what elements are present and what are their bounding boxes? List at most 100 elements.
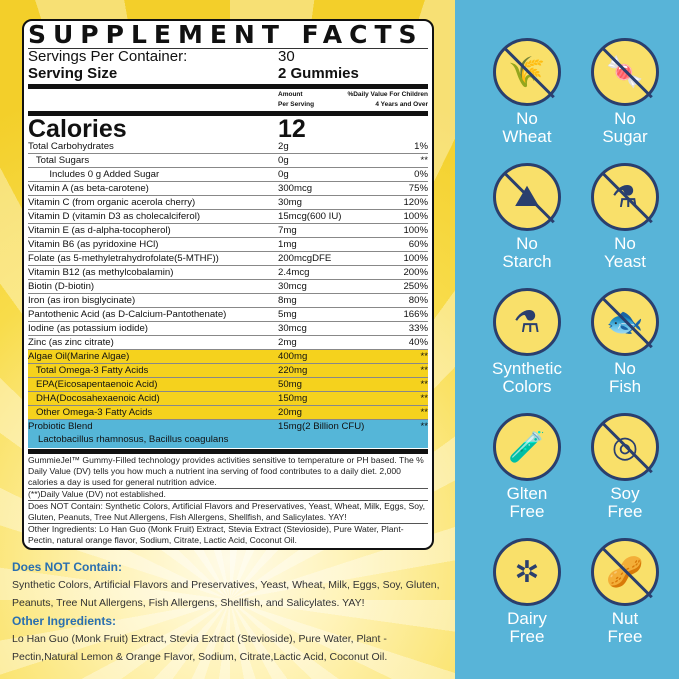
badge-label: No Yeast: [604, 234, 646, 271]
nutrient-row: Vitamin E (as d-alpha-tocopherol) 7mg 100%: [28, 224, 428, 238]
nutrient-dv: 33%: [408, 323, 428, 334]
nutrient-name: Probiotic Blend: [28, 421, 93, 432]
flask-icon: ⚗: [591, 163, 659, 231]
nutrient-dv: 200%: [403, 267, 428, 278]
nutrient-dv: **: [420, 351, 428, 362]
nutrient-row: Iodine (as potassium iodide) 30mcg 33%: [28, 322, 428, 336]
nutrient-name: Folate (as 5-methyletrahydrofolate(5-MTH…: [28, 253, 219, 264]
badge-no-yeast: ⚗ No Yeast: [575, 163, 675, 271]
other-ingredients-text: Lo Han Guo (Monk Fruit) Extract, Stevia …: [12, 633, 388, 663]
supplement-facts-label: SUPPLEMENT FACTS Servings Per Container:…: [22, 19, 434, 550]
nutrient-row: Vitamin B6 (as pyridoxine HCl) 1mg 60%: [28, 238, 428, 252]
badge-label: No Starch: [502, 234, 552, 271]
dv-header: %Daily Value For Children: [347, 91, 428, 98]
molecule-icon: ✲: [493, 538, 561, 606]
nutrient-dv: **: [420, 365, 428, 376]
note-other-ingredients: Other Ingredients: Lo Han Guo (Monk Frui…: [28, 524, 404, 545]
badge-label: Glten Free: [506, 484, 548, 521]
nutrient-amount: 15mcg(600 IU): [278, 211, 342, 222]
calories-value: 12: [278, 115, 306, 143]
nutrient-row: Probiotic Blend 15mg(2 Billion CFU) **: [28, 420, 428, 434]
nutrient-name: EPA(Eicosapentaenoic Acid): [28, 379, 158, 390]
nutrient-row: Vitamin C (from organic acerola cherry) 3…: [28, 196, 428, 210]
nutrient-row: Total Carbohydrates 2g 1%: [28, 140, 428, 154]
nutrient-dv: 40%: [408, 337, 428, 348]
not-contain-heading: Does NOT Contain:: [12, 560, 122, 574]
nutrient-row: Other Omega-3 Fatty Acids 20mg **: [28, 406, 428, 420]
nutrient-amount: 8mg: [278, 295, 297, 306]
badge-synthetic-colors: ⚗ Synthetic Colors: [477, 288, 577, 396]
nutrient-dv: **: [420, 421, 428, 432]
nutrient-amount: 30mg: [278, 197, 302, 208]
nutrient-row: Iron (as iron bisglycinate) 8mg 80%: [28, 294, 428, 308]
nutrient-amount: 2g: [278, 141, 289, 152]
nutrient-name: Total Carbohydrates: [28, 141, 114, 152]
badge-nut-free: 🥜 Nut Free: [575, 538, 675, 646]
nutrient-name: Vitamin D (vitamin D3 as cholecalciferol…: [28, 211, 201, 222]
nutrient-dv: **: [420, 379, 428, 390]
serving-size-label: Serving Size: [28, 65, 118, 82]
nutrient-dv: 120%: [403, 197, 428, 208]
nutrient-row: Zinc (as zinc citrate) 2mg 40%: [28, 336, 428, 350]
wheat-icon: 🌾: [493, 38, 561, 106]
badge-label: No Wheat: [502, 109, 552, 146]
badge-dairy-free: ✲ Dairy Free: [477, 538, 577, 646]
servings-value: 30: [278, 48, 295, 65]
nutrient-dv: 80%: [408, 295, 428, 306]
nutrient-name: Includes 0 g Added Sugar: [28, 169, 160, 180]
nutrient-name: Vitamin B12 (as methylcobalamin): [28, 267, 174, 278]
note-dv: (**)Daily Value (DV) not established.: [28, 489, 428, 501]
badge-no-sugar: 🍬 No Sugar: [575, 38, 675, 146]
nutrient-amount: 1mg: [278, 239, 297, 250]
badge-soy-free: ◎ Soy Free: [575, 413, 675, 521]
label-title: SUPPLEMENT FACTS: [28, 21, 428, 49]
serving-size-row: Serving Size 2 Gummies: [28, 66, 428, 83]
starch-icon: ⛰: [493, 163, 561, 231]
nutrient-amount: 2.4mcg: [278, 267, 310, 278]
nutrient-amount: 7mg: [278, 225, 297, 236]
left-column: SUPPLEMENT FACTS Servings Per Container:…: [0, 19, 455, 666]
calories-row: Calories 12: [28, 115, 428, 143]
badge-label: No Sugar: [602, 109, 648, 146]
nutrient-row: Vitamin B12 (as methylcobalamin) 2.4mcg 20…: [28, 266, 428, 280]
badge-label: No Fish: [608, 359, 642, 396]
nutrient-amount: 400mg: [278, 351, 308, 362]
candy-icon: 🍬: [591, 38, 659, 106]
nutrient-row: Pantothenic Acid (as D-Calcium-Pantothen…: [28, 308, 428, 322]
nutrient-row: Includes 0 g Added Sugar 0g 0%: [28, 168, 428, 182]
badge-no-fish: 🐟 No Fish: [575, 288, 675, 396]
nutrient-row: EPA(Eicosapentaenoic Acid) 50mg **: [28, 378, 428, 392]
nutrient-amount: 220mg: [278, 365, 308, 376]
nutrient-amount: 50mg: [278, 379, 302, 390]
servings-label: Servings Per Container:: [28, 48, 188, 65]
calories-label: Calories: [28, 115, 127, 143]
amount-header: Amount: [278, 91, 303, 98]
soybean-icon: ◎: [591, 413, 659, 481]
nutrient-amount: 0g: [278, 169, 289, 180]
serving-size-value: 2 Gummies: [278, 65, 359, 82]
nutrient-row: Biotin (D-biotin) 30mcg 250%: [28, 280, 428, 294]
divider: [28, 449, 428, 454]
nutrient-name: Vitamin A (as beta-carotene): [28, 183, 149, 194]
nutrient-name: Pantothenic Acid (as D-Calcium-Pantothen…: [28, 309, 227, 320]
nutrient-amount: 30mcg: [278, 323, 307, 334]
nutrient-row: Algae Oil(Marine Algae) 400mg **: [28, 350, 428, 364]
nutrient-row: Vitamin A (as beta-carotene) 300mcg 75%: [28, 182, 428, 196]
nutrient-row: DHA(Docosahexaenoic Acid) 150mg **: [28, 392, 428, 406]
nutrient-row: Vitamin D (vitamin D3 as cholecalciferol…: [28, 210, 428, 224]
nutrient-dv: 100%: [403, 225, 428, 236]
nutrient-name: Algae Oil(Marine Algae): [28, 351, 130, 362]
nutrient-name: Iron (as iron bisglycinate): [28, 295, 136, 306]
dv-header-2: 4 Years and Over: [375, 101, 428, 108]
probiotic-strains: Lactobacillus rhamnosus, Bacillus coagul…: [28, 434, 428, 448]
ingredients-summary: Does NOT Contain: Synthetic Colors, Arti…: [12, 558, 447, 666]
nutrient-row: Total Sugars 0g **: [28, 154, 428, 168]
divider: [28, 111, 428, 116]
nutrient-name: Vitamin C (from organic acerola cherry): [28, 197, 196, 208]
nutrient-dv: 166%: [403, 309, 428, 320]
nutrient-row: Folate (as 5-methyletrahydrofolate(5-MTH…: [28, 252, 428, 266]
nutrient-name: DHA(Docosahexaenoic Acid): [28, 393, 160, 404]
per-serving-header: Per Serving: [278, 101, 315, 108]
nutrient-dv: 0%: [414, 169, 428, 180]
nutrient-row: Total Omega-3 Fatty Acids 220mg **: [28, 364, 428, 378]
